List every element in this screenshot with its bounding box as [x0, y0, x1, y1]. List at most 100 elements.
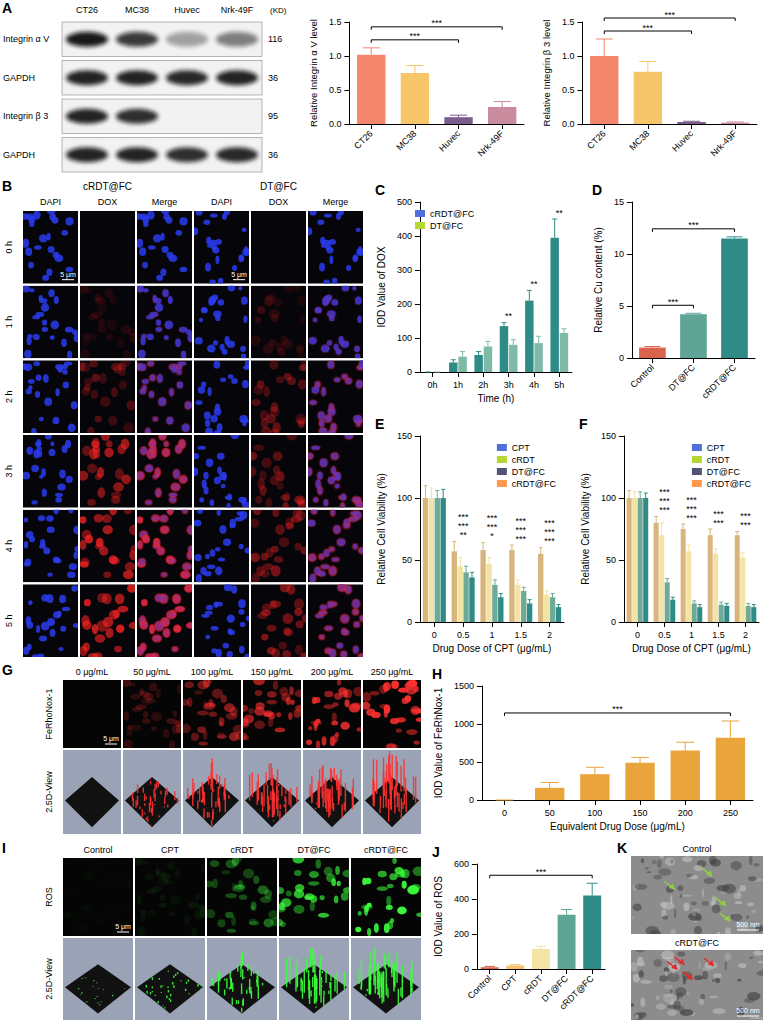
svg-text:***: *** — [544, 536, 555, 546]
svg-text:5 μm: 5 μm — [103, 735, 119, 743]
svg-text:0: 0 — [619, 353, 624, 363]
svg-text:1.5: 1.5 — [712, 630, 725, 640]
svg-text:J: J — [432, 844, 440, 860]
svg-text:E: E — [375, 416, 384, 432]
svg-text:DT@FC: DT@FC — [707, 467, 741, 477]
svg-text:K: K — [617, 840, 627, 856]
svg-text:H: H — [432, 666, 442, 682]
svg-text:cRDT@FC: cRDT@FC — [700, 362, 739, 401]
svg-text:36: 36 — [268, 73, 278, 83]
svg-text:1 h: 1 h — [4, 316, 14, 329]
svg-text:0: 0 — [407, 367, 412, 377]
svg-text:C: C — [375, 182, 385, 198]
svg-text:(KD): (KD) — [270, 6, 287, 15]
svg-text:Control: Control — [466, 973, 494, 1001]
svg-text:***: *** — [668, 297, 679, 307]
svg-text:0.5: 0.5 — [562, 85, 575, 95]
svg-text:500 nm: 500 nm — [736, 921, 760, 928]
svg-text:FeRhoNox-1: FeRhoNox-1 — [44, 688, 54, 739]
svg-text:MC38: MC38 — [125, 5, 149, 15]
svg-text:Integrin α V: Integrin α V — [3, 34, 49, 44]
svg-text:***: *** — [458, 521, 469, 531]
svg-text:cRDT: cRDT — [231, 845, 254, 855]
svg-text:Nrk-49F: Nrk-49F — [709, 128, 739, 158]
svg-text:116: 116 — [268, 34, 282, 44]
svg-text:DT@FC: DT@FC — [297, 845, 331, 855]
svg-text:DT@FC: DT@FC — [430, 221, 464, 231]
svg-text:5 μm: 5 μm — [231, 271, 247, 279]
svg-text:Control: Control — [628, 362, 656, 390]
svg-text:CPT: CPT — [707, 443, 726, 453]
svg-text:Equivalent Drug Dose (μg/mL): Equivalent Drug Dose (μg/mL) — [550, 821, 685, 832]
svg-text:0 μg/mL: 0 μg/mL — [76, 667, 109, 677]
svg-text:**: ** — [505, 311, 513, 321]
svg-text:Control: Control — [682, 844, 711, 854]
svg-text:0.5: 0.5 — [457, 630, 470, 640]
svg-text:0: 0 — [635, 630, 640, 640]
svg-text:***: *** — [516, 516, 527, 526]
svg-text:cRDT@FC: cRDT@FC — [707, 479, 752, 489]
svg-text:D: D — [592, 182, 602, 198]
svg-text:400: 400 — [397, 231, 412, 241]
svg-text:CT26: CT26 — [585, 128, 608, 151]
svg-text:300: 300 — [397, 265, 412, 275]
svg-text:cRDT@FC: cRDT@FC — [512, 479, 557, 489]
svg-text:cRDT@FC: cRDT@FC — [430, 209, 475, 219]
svg-text:500 nm: 500 nm — [736, 1007, 760, 1014]
svg-text:***: *** — [544, 518, 555, 528]
svg-text:2: 2 — [547, 630, 552, 640]
svg-text:5: 5 — [619, 301, 624, 311]
svg-text:***: *** — [686, 495, 697, 505]
svg-text:***: *** — [686, 504, 697, 514]
svg-text:36: 36 — [268, 150, 278, 160]
svg-text:I: I — [2, 840, 6, 856]
svg-text:95: 95 — [268, 111, 278, 121]
svg-text:Huvec: Huvec — [174, 5, 200, 15]
svg-text:15: 15 — [614, 197, 624, 207]
svg-text:5 μm: 5 μm — [115, 923, 131, 931]
svg-text:**: ** — [556, 208, 564, 218]
svg-text:CT26: CT26 — [352, 128, 375, 151]
svg-text:Huvec: Huvec — [437, 128, 462, 153]
svg-text:1h: 1h — [453, 380, 463, 390]
svg-text:DAPI: DAPI — [211, 197, 232, 207]
svg-text:***: *** — [713, 518, 724, 528]
svg-text:***: *** — [659, 505, 670, 515]
svg-text:600: 600 — [454, 859, 469, 869]
svg-text:cRDT@FC: cRDT@FC — [675, 938, 720, 948]
svg-text:IOD Value of FeRhNox-1: IOD Value of FeRhNox-1 — [433, 687, 444, 798]
svg-text:100 μg/mL: 100 μg/mL — [191, 667, 234, 677]
svg-text:***: *** — [410, 31, 421, 41]
svg-text:A: A — [2, 0, 12, 16]
svg-text:5 h: 5 h — [4, 614, 14, 627]
svg-text:250: 250 — [723, 808, 738, 818]
svg-text:DOX: DOX — [269, 197, 289, 207]
svg-text:200: 200 — [678, 808, 693, 818]
svg-text:***: *** — [659, 496, 670, 506]
svg-text:***: *** — [740, 511, 751, 521]
svg-text:50: 50 — [606, 555, 616, 565]
svg-text:GAPDH: GAPDH — [3, 150, 35, 160]
svg-text:400: 400 — [454, 894, 469, 904]
svg-text:200 μg/mL: 200 μg/mL — [311, 667, 354, 677]
svg-text:0: 0 — [502, 808, 507, 818]
svg-text:CPT: CPT — [161, 845, 180, 855]
svg-text:*: * — [490, 531, 494, 541]
svg-text:***: *** — [487, 513, 498, 523]
svg-text:IOD Value of ROS: IOD Value of ROS — [433, 876, 444, 957]
svg-text:***: *** — [487, 522, 498, 532]
svg-text:150 μg/mL: 150 μg/mL — [251, 667, 294, 677]
svg-text:2 h: 2 h — [4, 390, 14, 403]
svg-text:0.0: 0.0 — [329, 119, 342, 129]
svg-text:CT26: CT26 — [76, 5, 98, 15]
svg-text:cRDT@FC: cRDT@FC — [364, 845, 409, 855]
svg-text:***: *** — [612, 704, 623, 714]
svg-text:500: 500 — [459, 757, 474, 767]
svg-text:Drug Dose of CPT (μg/mL): Drug Dose of CPT (μg/mL) — [632, 643, 751, 654]
svg-text:Drug Dose of CPT (μg/mL): Drug Dose of CPT (μg/mL) — [432, 643, 551, 654]
svg-text:ROS: ROS — [44, 887, 54, 907]
svg-text:2.5D-View: 2.5D-View — [44, 958, 54, 1000]
svg-text:0: 0 — [407, 617, 412, 627]
svg-text:200: 200 — [397, 299, 412, 309]
svg-text:0: 0 — [469, 795, 474, 805]
